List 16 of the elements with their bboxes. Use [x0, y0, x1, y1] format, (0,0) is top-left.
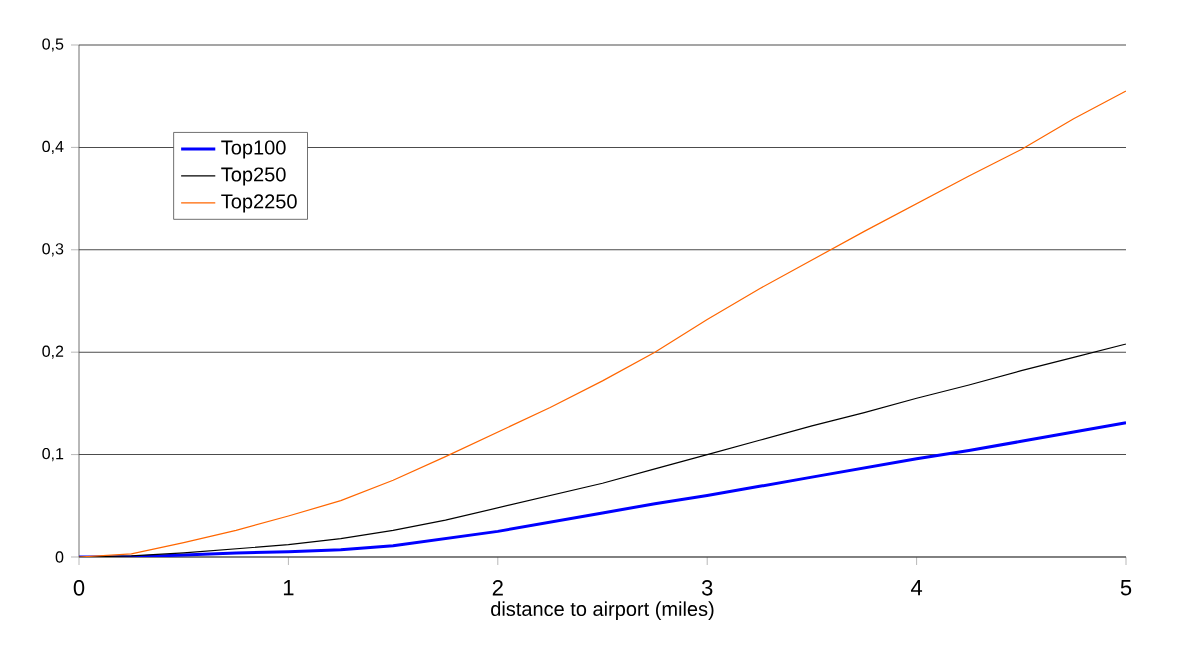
x-tick-label: 1 — [283, 580, 294, 596]
x-tick-label: 2 — [492, 580, 503, 596]
x-tick-label: 5 — [1120, 580, 1132, 596]
y-tick-label: 0,5 — [42, 38, 64, 52]
legend-label: Top2250 — [221, 194, 297, 213]
legend-label: Top100 — [221, 140, 286, 159]
y-tick-label: 0,2 — [42, 345, 64, 359]
y-tick-label: 0 — [55, 551, 64, 563]
x-tick-label: 4 — [910, 580, 923, 596]
y-tick-label: 0,3 — [42, 243, 64, 257]
y-tick-label: 0,4 — [42, 140, 64, 154]
x-tick-label: 3 — [701, 580, 713, 596]
x-axis-title: distance to airport (miles) — [491, 601, 714, 620]
x-tick-label: 0 — [73, 580, 85, 596]
y-tick-label: 0,1 — [42, 447, 64, 462]
legend-label: Top250 — [221, 167, 286, 186]
